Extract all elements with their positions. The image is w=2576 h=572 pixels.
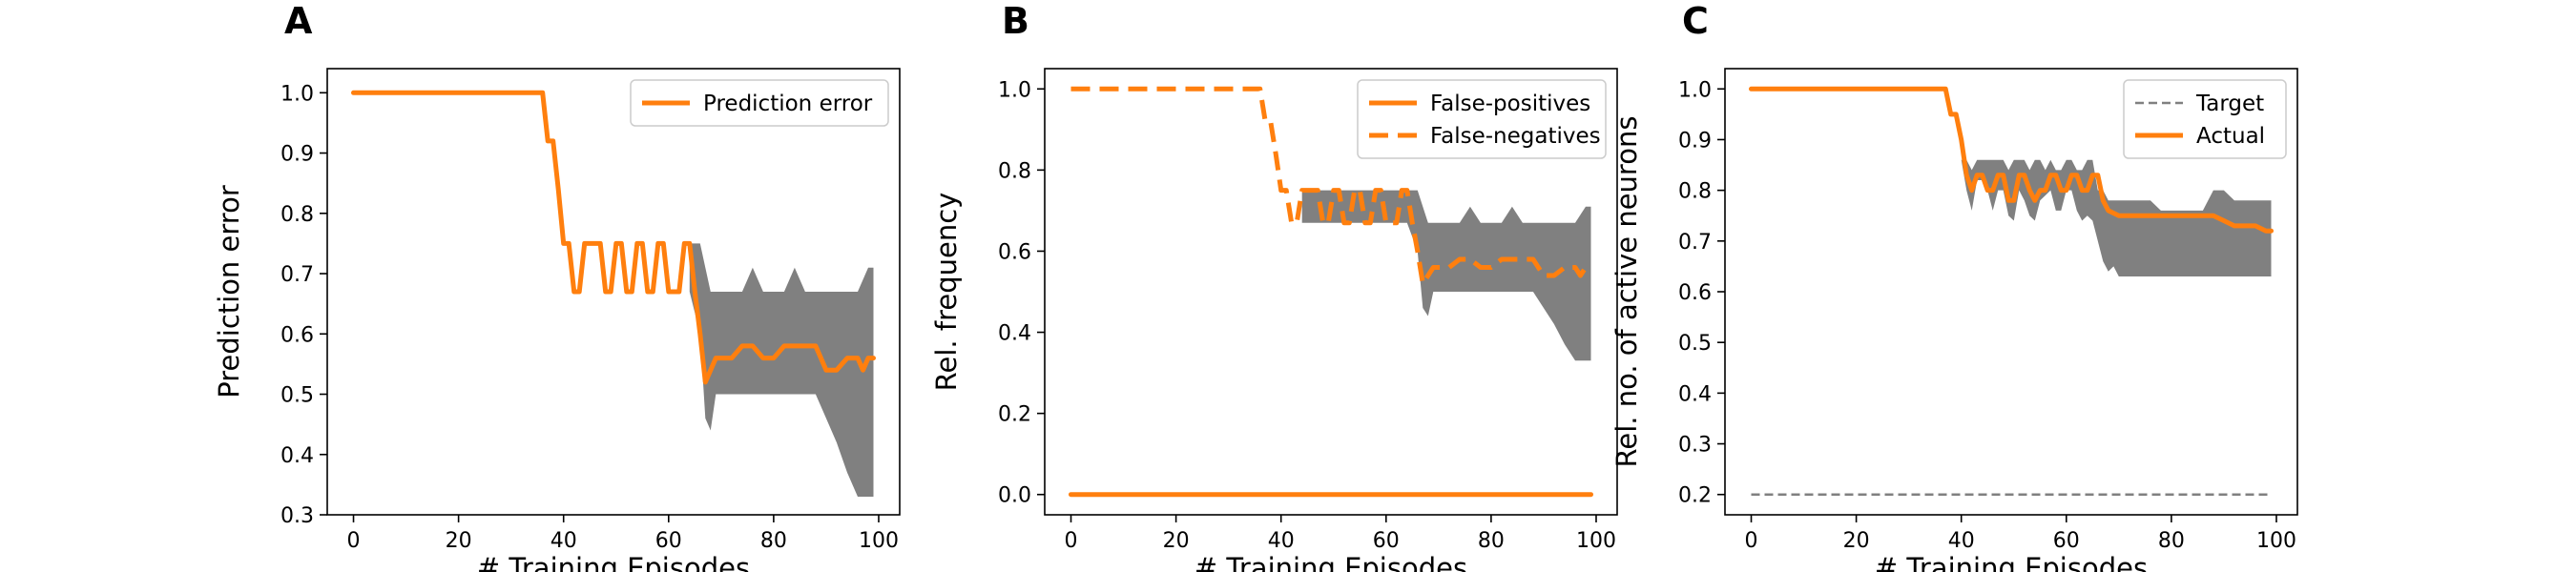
- y-tick-label: 0.2: [1678, 484, 1712, 508]
- legend-box: [630, 79, 889, 127]
- legend-entry-label: Prediction error: [703, 92, 873, 116]
- panel-letter: B: [1002, 0, 1029, 42]
- y-tick-label: 0.8: [1678, 180, 1712, 204]
- x-tick-label: 40: [551, 529, 577, 553]
- legend: False-positives False-negatives: [1357, 79, 1607, 159]
- chart-panel-c: C 0 20 40 60 80 100 0.2 0.3 0.4 0.5 0.6 0.7 0.8 0.9 1.0…: [1610, 0, 2298, 572]
- legend-box: [1357, 79, 1607, 159]
- y-tick-label: 0.0: [998, 484, 1031, 508]
- y-tick-label: 0.9: [1678, 129, 1712, 153]
- x-axis-label: # Training Episodes: [1195, 552, 1467, 572]
- x-tick-label: 0: [1745, 529, 1758, 553]
- variability-band: [689, 243, 874, 497]
- x-tick-label: 60: [2053, 529, 2080, 553]
- legend-entry-label: False-positives: [1430, 92, 1590, 116]
- legend: Target Actual: [2123, 79, 2287, 159]
- y-tick-label: 0.4: [1678, 382, 1712, 406]
- panel-letter: C: [1682, 0, 1709, 42]
- y-tick-label: 0.7: [280, 263, 314, 287]
- y-tick-label: 1.0: [998, 78, 1031, 102]
- axes-frame: [1044, 68, 1618, 516]
- y-tick-label: 0.7: [1678, 231, 1712, 255]
- x-tick-label: 60: [655, 529, 682, 553]
- x-tick-label: 0: [1065, 529, 1078, 553]
- chart-panel-b: B 0 20 40 60 80 100 0.0 0.2 0.4 0.6 0.8 1.0 # Trainin…: [930, 0, 1618, 572]
- x-axis-label: # Training Episodes: [1875, 552, 2148, 572]
- series-line-prediction-error: [351, 90, 876, 385]
- legend: Prediction error: [630, 79, 889, 127]
- y-tick-label: 0.6: [1678, 281, 1712, 305]
- x-tick-label: 60: [1373, 529, 1400, 553]
- x-tick-label: 20: [1843, 529, 1870, 553]
- x-tick-label: 40: [1948, 529, 1975, 553]
- variability-band: [1301, 190, 1591, 361]
- y-axis-label: Rel. frequency: [930, 193, 963, 392]
- x-tick-label: 100: [859, 529, 899, 553]
- y-tick-label: 0.5: [280, 384, 314, 408]
- x-tick-label: 0: [347, 529, 361, 553]
- legend-entry-label: Target: [2195, 92, 2264, 116]
- x-tick-label: 100: [2256, 529, 2296, 553]
- y-tick-label: 0.4: [998, 322, 1031, 346]
- panel-letter: A: [284, 0, 313, 42]
- y-tick-label: 0.8: [280, 203, 314, 227]
- y-tick-label: 1.0: [280, 82, 314, 106]
- legend-entry-label: False-negatives: [1430, 124, 1601, 149]
- x-tick-label: 40: [1268, 529, 1295, 553]
- series-line-false-negatives: [1070, 86, 1591, 286]
- x-tick-label: 100: [1576, 529, 1616, 553]
- legend-entry-label: Actual: [2196, 124, 2265, 149]
- y-tick-label: 0.3: [1678, 434, 1712, 458]
- chart-panel-a: A 0 20 40 60 80 100 0.3 0.4 0.5 0.6 0.7 0.8 0.9 1.0 # T…: [213, 0, 901, 572]
- y-tick-label: 0.8: [998, 159, 1031, 183]
- y-axis-label: Prediction error: [213, 185, 245, 398]
- legend-box: [2123, 79, 2287, 159]
- y-tick-label: 0.3: [280, 504, 314, 528]
- x-tick-label: 80: [1478, 529, 1505, 553]
- x-tick-label: 80: [2158, 529, 2185, 553]
- x-axis-label: # Training Episodes: [477, 552, 750, 572]
- x-tick-label: 80: [760, 529, 787, 553]
- y-tick-label: 0.6: [998, 240, 1031, 264]
- x-tick-label: 20: [1163, 529, 1190, 553]
- x-tick-label: 20: [446, 529, 472, 553]
- axes-frame: [326, 68, 901, 516]
- y-tick-label: 0.5: [1678, 332, 1712, 356]
- y-tick-label: 0.2: [998, 403, 1031, 427]
- y-tick-label: 0.9: [280, 143, 314, 167]
- y-axis-label: Rel. no. of active neurons: [1610, 116, 1643, 468]
- variability-band: [1956, 113, 2272, 277]
- y-tick-label: 0.6: [280, 323, 314, 347]
- y-tick-label: 1.0: [1678, 78, 1712, 102]
- y-tick-label: 0.4: [280, 444, 314, 468]
- series-line-actual: [1749, 86, 2274, 234]
